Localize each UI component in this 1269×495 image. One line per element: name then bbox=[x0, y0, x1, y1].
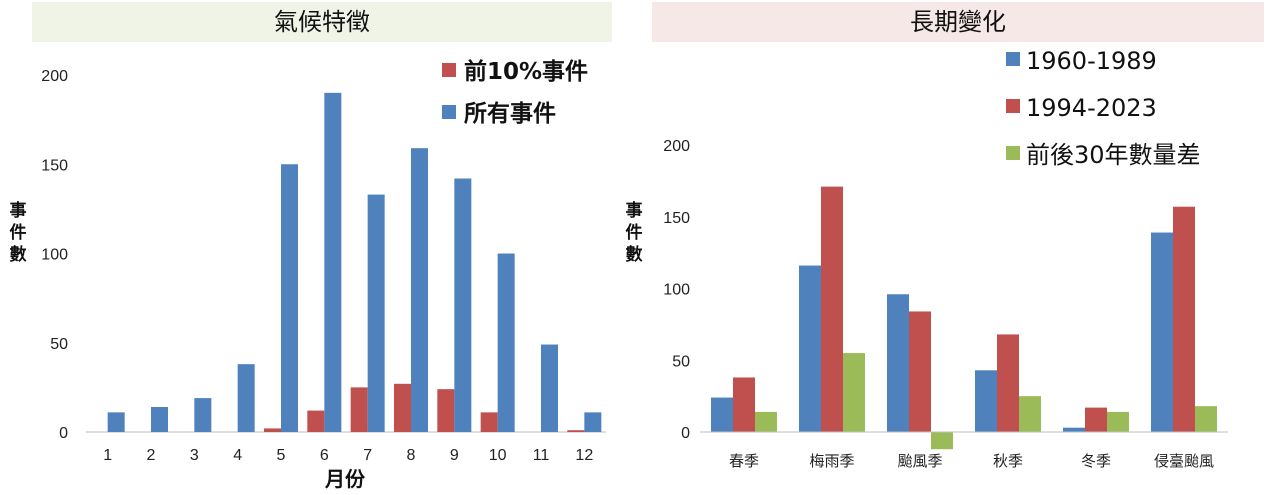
right-x-tick-label: 冬季 bbox=[1081, 452, 1111, 470]
left-bar-top10 bbox=[264, 428, 281, 432]
left-y-tick-label: 100 bbox=[41, 247, 68, 264]
left-x-tick-label: 4 bbox=[233, 447, 242, 464]
right-y-tick-label: 200 bbox=[663, 138, 690, 155]
left-x-axis-label: 月份 bbox=[324, 467, 366, 491]
right-bar-diff bbox=[1195, 406, 1217, 432]
left-chart-title: 氣候特徵 bbox=[32, 2, 612, 42]
left-x-tick-label: 6 bbox=[320, 447, 329, 464]
right-y-tick-label: 100 bbox=[663, 282, 690, 299]
right-legend-swatch bbox=[1006, 146, 1020, 160]
right-bar-diff bbox=[755, 411, 777, 432]
left-bar-top10 bbox=[350, 387, 368, 432]
right-x-tick-label: 梅雨季 bbox=[809, 452, 854, 470]
right-chart-title: 長期變化 bbox=[652, 2, 1264, 42]
right-y-tick-label: 0 bbox=[681, 425, 690, 442]
left-bar-all bbox=[541, 344, 558, 432]
right-bar-diff bbox=[1107, 411, 1129, 432]
left-x-tick-label: 8 bbox=[407, 447, 416, 464]
right-x-tick-label: 颱風季 bbox=[897, 452, 942, 470]
left-x-tick-label: 5 bbox=[277, 447, 286, 464]
left-y-tick-label: 0 bbox=[59, 425, 68, 442]
left-y-tick-label: 50 bbox=[50, 336, 68, 353]
left-bar-all bbox=[411, 148, 428, 432]
right-bar-early bbox=[975, 370, 997, 432]
left-bar-all bbox=[194, 398, 212, 432]
right-bar-early bbox=[711, 397, 733, 432]
right-legend-swatch bbox=[1006, 52, 1020, 66]
right-bar-late bbox=[909, 311, 931, 432]
left-bar-all bbox=[367, 194, 385, 432]
left-x-tick-label: 10 bbox=[489, 447, 507, 464]
right-y-tick-label: 150 bbox=[663, 210, 690, 227]
right-bar-diff bbox=[843, 353, 865, 432]
left-bar-all bbox=[454, 178, 472, 432]
right-bar-early bbox=[887, 294, 909, 432]
right-bar-diff bbox=[931, 432, 953, 450]
right-bar-diff bbox=[1019, 396, 1041, 432]
left-x-tick-label: 9 bbox=[450, 447, 459, 464]
right-y-tick-label: 50 bbox=[672, 353, 690, 370]
left-legend-label: 前10%事件 bbox=[464, 58, 588, 85]
left-x-tick-label: 2 bbox=[147, 447, 156, 464]
left-legend-swatch bbox=[442, 63, 456, 77]
left-x-tick-label: 3 bbox=[190, 447, 199, 464]
right-legend-swatch bbox=[1006, 99, 1020, 113]
left-y-tick-label: 200 bbox=[41, 68, 68, 85]
right-bar-late bbox=[733, 377, 755, 432]
right-bar-early bbox=[1063, 427, 1085, 432]
right-bar-late bbox=[821, 186, 843, 432]
right-x-tick-label: 秋季 bbox=[993, 452, 1023, 470]
left-x-tick-label: 11 bbox=[533, 447, 550, 464]
right-bar-late bbox=[1173, 206, 1195, 432]
left-bar-all bbox=[237, 364, 255, 432]
left-bar-top10 bbox=[307, 410, 325, 432]
left-y-axis-label: 事件數 bbox=[10, 201, 27, 265]
left-bar-top10 bbox=[480, 412, 498, 432]
left-bar-top10 bbox=[567, 430, 585, 432]
right-bar-late bbox=[1085, 407, 1107, 432]
left-bar-all bbox=[497, 253, 515, 432]
left-bar-all bbox=[324, 92, 342, 432]
right-legend-label: 1994-2023 bbox=[1026, 94, 1157, 122]
left-x-tick-label: 7 bbox=[363, 447, 372, 464]
right-x-tick-label: 春季 bbox=[729, 452, 759, 470]
left-legend-label: 所有事件 bbox=[464, 100, 556, 127]
left-bar-all bbox=[107, 412, 125, 432]
left-y-tick-label: 150 bbox=[41, 157, 68, 174]
left-legend-swatch bbox=[442, 105, 456, 119]
left-bar-top10 bbox=[394, 383, 411, 432]
left-bar-all bbox=[281, 164, 298, 432]
right-x-tick-label: 侵臺颱風 bbox=[1154, 452, 1214, 470]
right-bar-early bbox=[799, 265, 821, 432]
right-y-axis-label: 事件數 bbox=[626, 201, 643, 265]
left-x-tick-label: 12 bbox=[575, 447, 593, 464]
left-bar-top10 bbox=[437, 389, 455, 432]
left-bar-all bbox=[584, 412, 602, 432]
right-bar-early bbox=[1151, 232, 1173, 432]
right-bar-late bbox=[997, 334, 1019, 432]
right-legend-label: 前後30年數量差 bbox=[1026, 141, 1201, 169]
left-bar-all bbox=[151, 407, 168, 432]
left-x-tick-label: 1 bbox=[103, 447, 112, 464]
right-legend-label: 1960-1989 bbox=[1026, 47, 1157, 75]
